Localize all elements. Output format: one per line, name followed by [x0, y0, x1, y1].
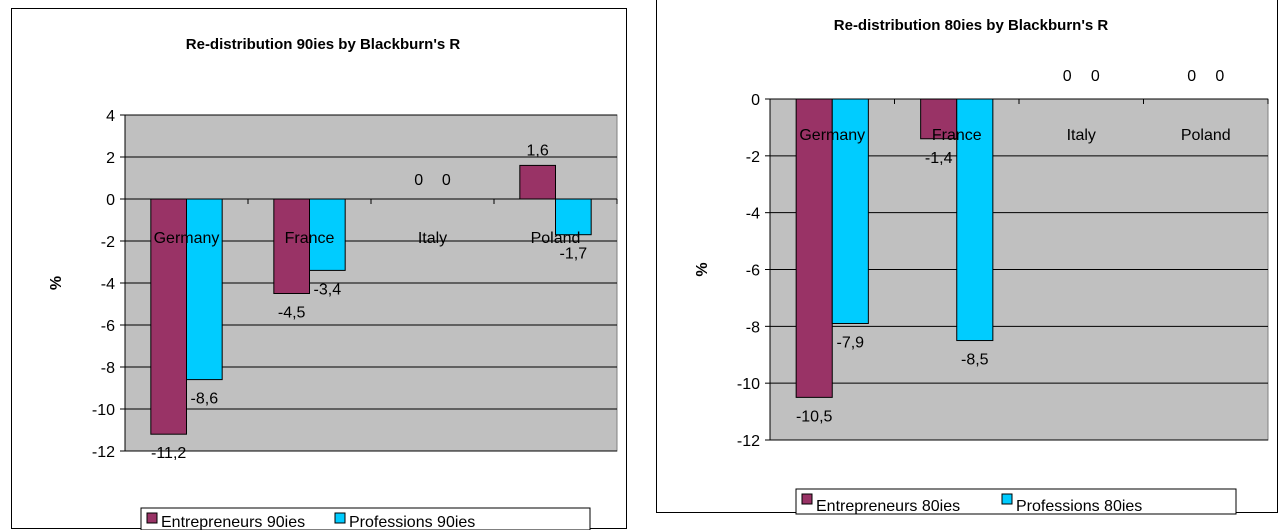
category-label: France	[932, 127, 982, 144]
category-label: Germany	[154, 230, 220, 247]
bar	[831, 98, 869, 324]
y-tick-label: -2	[746, 149, 760, 166]
legend-box	[795, 488, 1237, 515]
bar	[186, 198, 223, 381]
data-label: 0	[442, 172, 451, 189]
bar	[920, 98, 958, 140]
bar	[273, 198, 310, 294]
data-label: 0	[1063, 68, 1072, 85]
bar	[309, 198, 346, 271]
data-label: 0	[414, 172, 423, 189]
y-tick-label: -4	[101, 276, 115, 293]
data-label: -1,7	[560, 246, 588, 263]
legend-label: Entrepreneurs 90ies	[161, 514, 305, 530]
legend-swatch	[801, 493, 813, 505]
data-label: -1,4	[925, 150, 953, 167]
category-label: France	[285, 230, 335, 247]
y-tick-label: -10	[737, 376, 760, 393]
y-tick-label: -8	[746, 319, 760, 336]
category-label: Poland	[531, 230, 581, 247]
chart-svg-80ies: Re-distribution 80ies by Blackburn's R -1…	[694, 17, 1269, 515]
legend-box	[140, 507, 591, 530]
y-tick-label: -12	[92, 444, 115, 461]
data-label: -7,9	[837, 334, 865, 351]
category-label: Italy	[418, 230, 447, 247]
y-tick-label: 4	[106, 108, 115, 125]
y-tick-label: -6	[746, 263, 760, 280]
chart-svg-90ies: Re-distribution 90ies by Blackburn's R -1…	[48, 36, 618, 530]
data-label: 0	[1091, 68, 1100, 85]
y-tick-label: -4	[746, 206, 760, 223]
y-tick-label: -2	[101, 234, 115, 251]
bar	[795, 98, 833, 398]
legend-label: Entrepreneurs 80ies	[816, 498, 960, 515]
bar	[555, 198, 592, 236]
y-tick-label: -12	[737, 433, 760, 450]
bar	[956, 98, 994, 342]
legend-label: Professions 90ies	[349, 514, 475, 530]
chart-panel-80ies: Re-distribution 80ies by Blackburn's R -1…	[656, 0, 1278, 515]
data-label: -4,5	[278, 305, 306, 322]
category-label: Italy	[1067, 127, 1096, 144]
data-label: -10,5	[796, 408, 833, 425]
legend-label: Professions 80ies	[1016, 498, 1142, 515]
data-label: -8,6	[191, 391, 219, 408]
data-label: -3,4	[314, 281, 342, 298]
data-label: -8,5	[961, 352, 989, 369]
y-tick-label: 2	[106, 150, 115, 167]
legend-swatch	[334, 512, 346, 524]
data-label: -11,2	[151, 445, 186, 462]
y-axis-label: %	[694, 262, 711, 276]
data-label: 0	[1215, 68, 1224, 85]
y-tick-label: -10	[92, 402, 115, 419]
y-tick-label: -6	[101, 318, 115, 335]
category-label: Germany	[799, 127, 865, 144]
bar	[519, 164, 556, 200]
category-label: Poland	[1181, 127, 1231, 144]
data-label: 1,6	[527, 142, 549, 159]
data-label: 0	[1187, 68, 1196, 85]
y-tick-label: -8	[101, 360, 115, 377]
chart-panel-90ies: Re-distribution 90ies by Blackburn's R -1…	[11, 8, 627, 530]
bar	[150, 198, 187, 435]
y-tick-label: 0	[106, 192, 115, 209]
legend-swatch	[1001, 493, 1013, 505]
y-axis-label: %	[48, 276, 65, 290]
y-tick-label: 0	[751, 92, 760, 109]
chart-title: Re-distribution 90ies by Blackburn's R	[186, 36, 461, 53]
chart-title: Re-distribution 80ies by Blackburn's R	[834, 17, 1109, 34]
legend-swatch	[146, 512, 158, 524]
